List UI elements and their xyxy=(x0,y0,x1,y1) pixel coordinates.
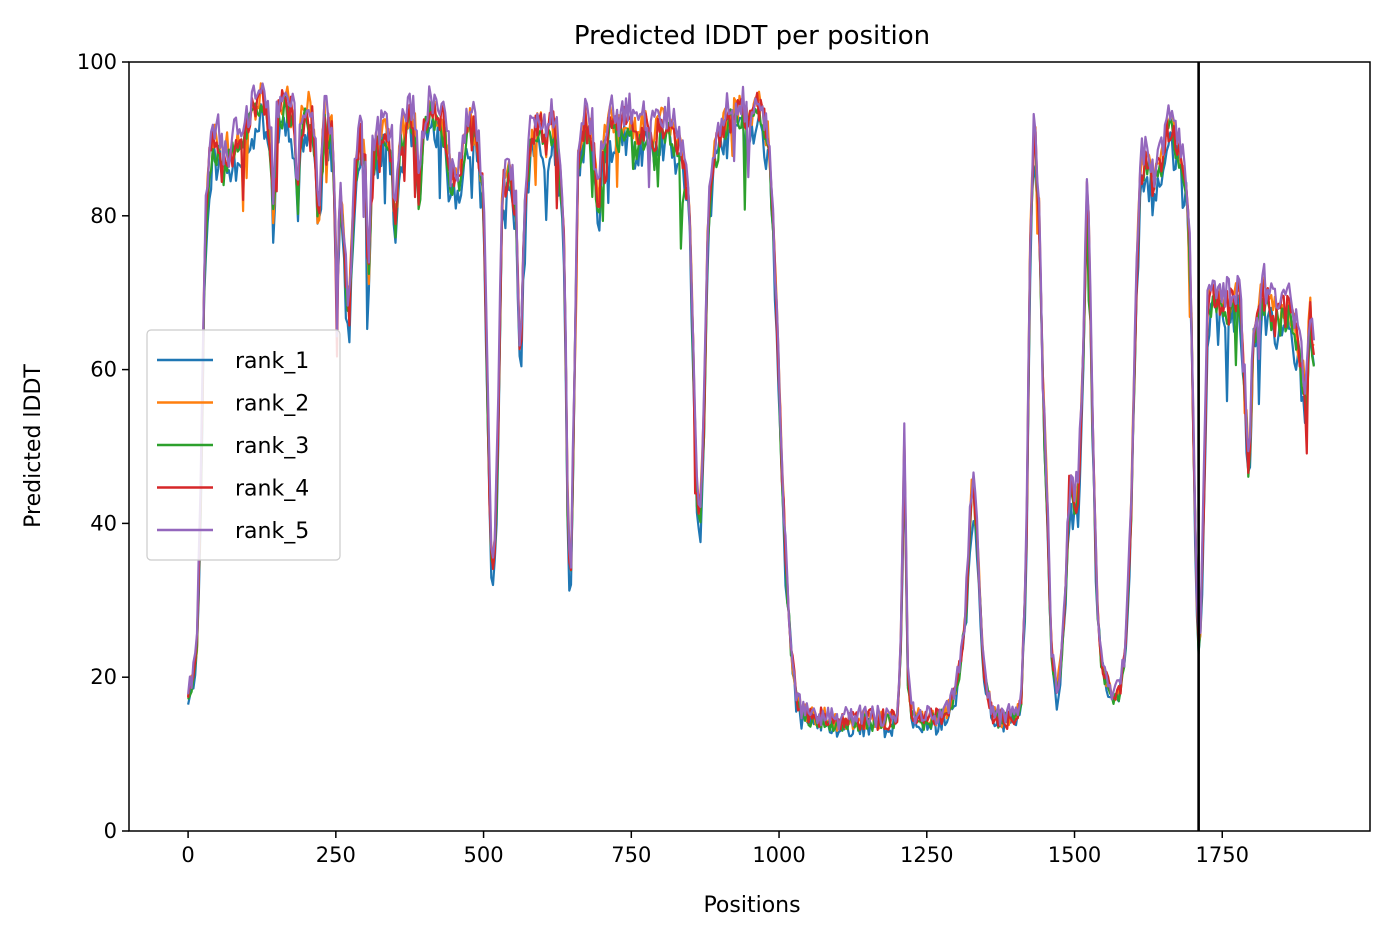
x-axis-ticks: 0 250 500 750 1000 1250 1500 1750 xyxy=(181,831,1249,867)
legend-box xyxy=(146,329,341,561)
y-tick-label: 100 xyxy=(77,50,117,74)
x-tick-label: 1250 xyxy=(900,843,953,867)
legend-label-rank_1: rank_1 xyxy=(235,349,309,374)
plot-lines xyxy=(187,82,1315,739)
x-tick-label: 250 xyxy=(316,843,356,867)
legend-label-rank_5: rank_5 xyxy=(235,519,309,544)
axes-frame xyxy=(128,61,1371,832)
y-tick-label: 40 xyxy=(90,511,117,535)
series-line-rank_1 xyxy=(187,103,1315,739)
y-axis-ticks: 0 20 40 60 80 100 xyxy=(77,50,129,843)
y-tick-label: 20 xyxy=(90,665,117,689)
x-tick-label: 500 xyxy=(464,843,504,867)
x-tick-label: 750 xyxy=(611,843,651,867)
x-axis-label: Positions xyxy=(703,893,800,918)
y-axis-label: Predicted lDDT xyxy=(21,364,46,528)
legend-label-rank_3: rank_3 xyxy=(235,434,309,459)
x-tick-label: 0 xyxy=(181,843,194,867)
x-tick-label: 1750 xyxy=(1196,843,1249,867)
legend-label-rank_2: rank_2 xyxy=(235,392,309,417)
series-line-rank_5 xyxy=(187,82,1315,731)
x-tick-label: 1500 xyxy=(1048,843,1101,867)
y-tick-label: 80 xyxy=(90,204,117,228)
x-tick-label: 1000 xyxy=(752,843,805,867)
y-tick-label: 0 xyxy=(104,819,117,843)
legend-label-rank_4: rank_4 xyxy=(235,477,309,502)
legend: rank_1 rank_2 rank_3 rank_4 rank_5 xyxy=(146,329,341,561)
chart-title: Predicted lDDT per position xyxy=(574,21,930,51)
y-tick-label: 60 xyxy=(90,358,117,382)
